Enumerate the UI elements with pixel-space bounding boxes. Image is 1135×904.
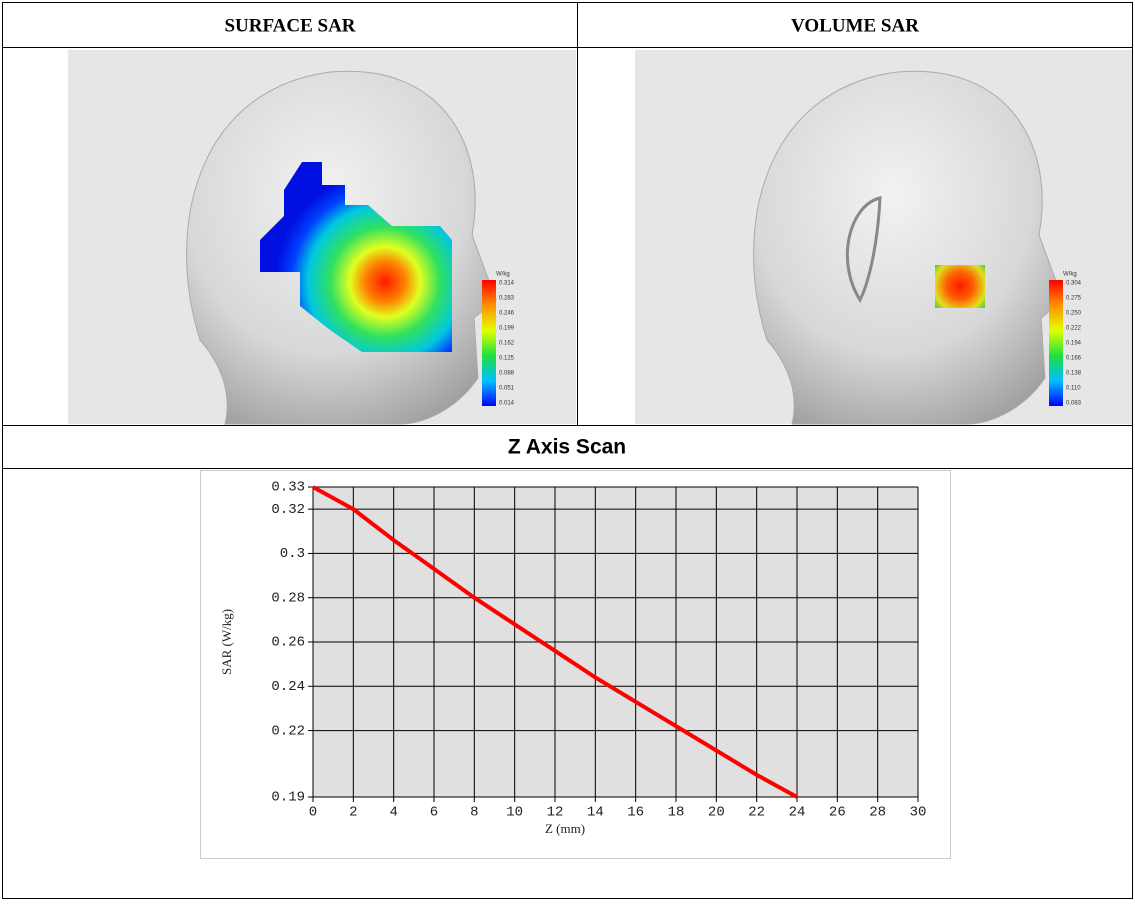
y-tick-label: 0.19 [271, 790, 305, 806]
colorbar-unit: W/kg [496, 272, 510, 278]
column-header: VOLUME SAR [791, 15, 919, 36]
volume-sar-image [635, 50, 1132, 425]
x-tick-label: 0 [309, 805, 317, 821]
colorbar-label: 0.283 [499, 296, 515, 302]
colorbar-unit: W/kg [1063, 272, 1077, 278]
x-tick-label: 18 [668, 805, 685, 821]
y-tick-label: 0.24 [271, 679, 305, 695]
colorbar-label: 0.304 [1066, 281, 1082, 287]
colorbar-label: 0.246 [499, 311, 515, 317]
colorbar-label: 0.166 [1066, 356, 1082, 362]
column-header: SURFACE SAR [224, 15, 355, 36]
y-tick-label: 0.22 [271, 723, 305, 739]
x-tick-label: 22 [748, 805, 765, 821]
x-tick-label: 26 [829, 805, 846, 821]
y-tick-label: 0.28 [271, 590, 305, 606]
colorbar-label: 0.088 [499, 371, 515, 377]
y-tick-label: 0.3 [280, 546, 305, 562]
x-tick-label: 24 [789, 805, 806, 821]
x-tick-label: 2 [349, 805, 357, 821]
colorbar-label: 0.162 [499, 341, 515, 347]
colorbar-label: 0.125 [499, 356, 515, 362]
y-tick-label: 0.33 [271, 480, 305, 496]
x-tick-label: 30 [910, 805, 927, 821]
colorbar-label: 0.110 [1066, 386, 1081, 392]
x-tick-label: 6 [430, 805, 438, 821]
colorbar-label: 0.194 [1066, 341, 1082, 347]
colorbars: W/kg 0.314 0.283 0.246 0.199 0.162 0.125 0.088 0… [496, 272, 1082, 407]
y-axis-label: SAR (W/kg) [219, 609, 234, 675]
y-tick-label: 0.32 [271, 502, 305, 518]
colorbar-label: 0.014 [499, 401, 515, 407]
surface-sar-image [68, 50, 576, 425]
y-tick-label: 0.26 [271, 635, 305, 651]
colorbar-label: 0.199 [499, 326, 515, 332]
colorbar-label: 0.051 [499, 386, 515, 392]
colorbar-label: 0.250 [1066, 311, 1082, 317]
colorbar-label: 0.083 [1066, 401, 1082, 407]
colorbar-label: 0.222 [1066, 326, 1082, 332]
colorbar-label: 0.314 [499, 281, 515, 287]
x-tick-label: 14 [587, 805, 604, 821]
x-tick-label: 28 [869, 805, 886, 821]
x-tick-label: 10 [506, 805, 523, 821]
colorbar-label: 0.275 [1066, 296, 1082, 302]
data-line [312, 485, 798, 799]
x-tick-label: 16 [627, 805, 644, 821]
section-title: Z Axis Scan [508, 436, 626, 459]
x-tick-label: 20 [708, 805, 725, 821]
x-axis-label: Z (mm) [545, 821, 585, 836]
chart: 0 2 4 6 8 10 12 14 16 18 20 22 24 26 28 300.190.220.240… [271, 480, 926, 821]
colorbar-label: 0.138 [1066, 371, 1082, 377]
x-tick-label: 12 [547, 805, 564, 821]
x-tick-label: 8 [470, 805, 478, 821]
x-tick-label: 4 [389, 805, 397, 821]
